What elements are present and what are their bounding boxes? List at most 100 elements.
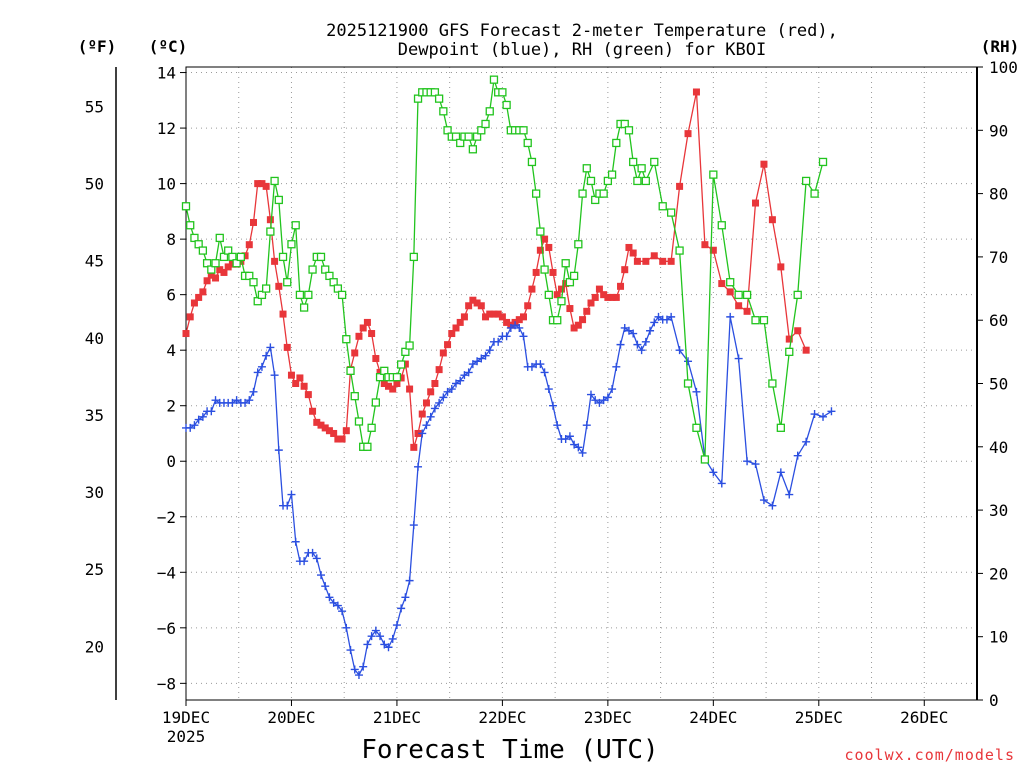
data-point <box>409 521 418 530</box>
data-point <box>586 176 596 186</box>
data-point <box>676 182 684 190</box>
data-point <box>245 396 254 405</box>
data-point <box>456 318 464 326</box>
data-point <box>612 293 620 301</box>
data-point <box>413 94 423 103</box>
data-point <box>198 412 207 421</box>
data-point <box>464 132 473 141</box>
data-point <box>452 324 460 332</box>
data-point <box>570 440 579 449</box>
data-point <box>574 321 582 329</box>
data-point <box>473 299 481 307</box>
data-point <box>460 371 469 380</box>
unit-label-fahrenheit: (ºF) <box>78 37 117 56</box>
data-point <box>718 280 726 288</box>
data-point <box>759 316 769 325</box>
data-point <box>330 429 338 437</box>
data-point <box>392 373 402 382</box>
data-point <box>202 259 212 268</box>
data-point <box>372 355 380 363</box>
data-point <box>443 126 452 135</box>
data-point <box>321 265 330 274</box>
data-point <box>768 216 776 224</box>
data-point <box>544 385 553 394</box>
data-point <box>734 290 743 300</box>
data-point <box>435 366 443 374</box>
data-point <box>275 282 283 290</box>
data-point <box>785 347 794 357</box>
data-point <box>245 241 253 249</box>
data-point <box>482 313 490 321</box>
celsius-tick-label: 12 <box>157 119 176 138</box>
data-point <box>312 554 321 563</box>
data-point <box>236 252 245 262</box>
data-point <box>599 189 608 198</box>
data-point <box>709 468 718 477</box>
data-point <box>384 643 393 652</box>
data-point <box>215 233 224 243</box>
data-point <box>810 189 819 198</box>
data-point <box>207 407 216 416</box>
data-point <box>612 138 621 148</box>
data-point <box>528 285 536 293</box>
data-point <box>216 266 224 274</box>
data-point <box>211 396 220 405</box>
data-point <box>194 240 203 249</box>
data-point <box>562 280 570 288</box>
data-point <box>751 316 760 325</box>
data-point <box>802 346 810 354</box>
data-point <box>274 446 283 455</box>
x-tick-label: 19DEC <box>162 708 210 727</box>
data-point <box>249 278 258 287</box>
data-point <box>818 157 828 167</box>
grid-lines <box>185 67 977 700</box>
data-point <box>646 326 655 335</box>
data-point <box>624 326 633 335</box>
data-point <box>477 126 486 135</box>
data-point <box>304 391 312 399</box>
x-tick-label: 25DEC <box>795 708 843 727</box>
axes <box>115 66 978 701</box>
data-point <box>819 412 828 421</box>
unit-label-rh: (RH) <box>981 37 1020 56</box>
data-point <box>659 257 667 265</box>
data-point <box>414 462 423 471</box>
data-point <box>249 218 257 226</box>
data-point <box>541 235 549 243</box>
data-point <box>241 398 250 407</box>
data-point <box>190 233 199 243</box>
data-point <box>776 423 785 432</box>
data-point <box>553 316 562 325</box>
data-point <box>768 379 777 388</box>
data-point <box>603 176 613 186</box>
data-point <box>472 132 482 141</box>
data-point <box>198 246 208 255</box>
data-point <box>570 324 578 332</box>
data-point <box>456 138 465 148</box>
data-point <box>523 138 532 148</box>
axis-unit-labels: (ºF) (ºC) (RH) <box>78 37 1020 56</box>
data-point <box>430 404 439 413</box>
data-point <box>612 362 621 371</box>
data-point <box>207 265 216 274</box>
data-point <box>363 640 372 649</box>
data-point <box>515 323 524 332</box>
data-point <box>363 442 372 451</box>
data-point <box>354 671 363 680</box>
data-point <box>194 415 203 424</box>
celsius-tick-label: −4 <box>157 563 176 582</box>
data-point <box>827 407 836 416</box>
data-point <box>692 387 701 396</box>
data-point <box>401 347 410 357</box>
rh-tick-label: 70 <box>989 248 1008 267</box>
data-point <box>283 343 291 351</box>
data-point <box>224 246 233 255</box>
data-point <box>675 246 684 255</box>
data-point <box>473 357 482 366</box>
data-point <box>397 374 405 382</box>
data-point <box>586 390 595 399</box>
data-point <box>485 346 494 355</box>
data-point <box>637 346 646 355</box>
data-point <box>759 496 768 505</box>
data-point <box>186 221 195 230</box>
